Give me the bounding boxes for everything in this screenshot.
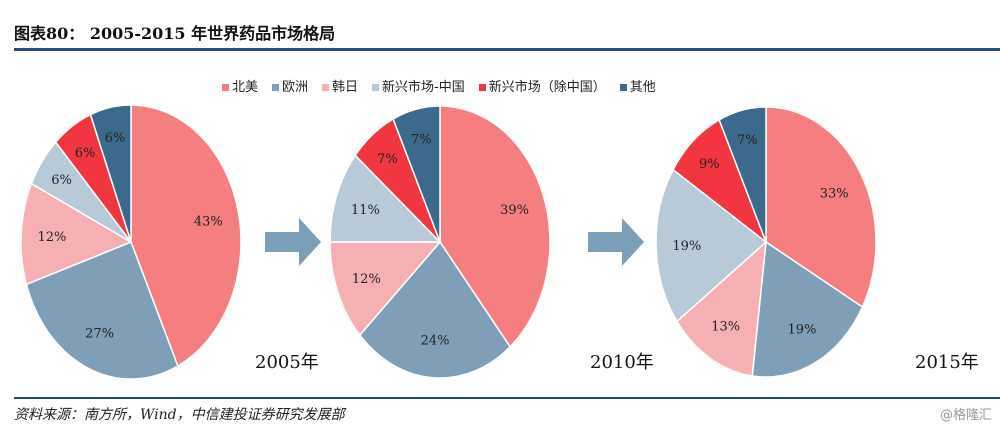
- pie-slice: [676, 240, 767, 377]
- pie-slice: [89, 104, 132, 243]
- legend-item: 新兴市场（除中国）: [478, 76, 606, 95]
- pie-slice: [20, 182, 133, 286]
- watermark: @格隆汇: [939, 408, 992, 423]
- slice-label: 7%: [411, 132, 432, 147]
- pie-slice: [751, 240, 864, 378]
- legend-label: 欧洲: [282, 80, 309, 95]
- pie-slice: [392, 105, 441, 243]
- legend-label: 北美: [232, 80, 259, 95]
- legend-swatch: [619, 84, 627, 91]
- arrow-right-icon: [265, 218, 321, 266]
- year-label: 2005年: [255, 352, 319, 373]
- legend: 北美 欧洲 韩日 新兴市场-中国 新兴市场（除中国） 其他: [222, 76, 656, 95]
- legend-swatch: [478, 84, 486, 91]
- slice-label: 19%: [672, 239, 701, 254]
- legend-label: 其他: [629, 80, 656, 95]
- slice-label: 6%: [51, 173, 72, 188]
- arrow-right-icon: [588, 218, 644, 266]
- pie-slice: [655, 168, 768, 323]
- slice-label: 6%: [75, 146, 96, 161]
- legend-swatch: [372, 84, 380, 91]
- top-rule: [14, 48, 1000, 51]
- pie-slice: [358, 240, 512, 379]
- slice-label: 24%: [421, 334, 450, 349]
- legend-item: 新兴市场-中国: [372, 76, 465, 95]
- slice-label: 13%: [711, 320, 740, 335]
- slice-label: 11%: [351, 203, 380, 218]
- legend-label: 新兴市场（除中国）: [488, 80, 606, 95]
- legend-swatch: [222, 84, 229, 91]
- legend-swatch: [322, 84, 330, 91]
- slice-label: 7%: [737, 133, 758, 148]
- legend-item: 北美: [222, 76, 258, 95]
- slice-label: 33%: [820, 187, 849, 202]
- slice-label: 7%: [377, 152, 398, 167]
- slice-label: 43%: [194, 214, 223, 229]
- figure-title: 图表80： 2005-2015 年世界药品市场格局: [14, 24, 336, 43]
- pie-slice: [439, 105, 551, 348]
- pie-slice: [130, 104, 242, 368]
- slice-label: 19%: [788, 323, 817, 338]
- pie-slice: [329, 154, 442, 243]
- slice-label: 27%: [85, 327, 114, 342]
- year-label: 2015年: [915, 352, 979, 373]
- pie-slice: [718, 106, 767, 243]
- legend-swatch: [272, 84, 280, 91]
- slice-label: 12%: [38, 230, 67, 245]
- bottom-rule: [14, 397, 1000, 399]
- slice-label: 6%: [105, 131, 126, 146]
- year-label: 2010年: [590, 352, 654, 373]
- slice-label: 9%: [699, 157, 720, 172]
- pie-slice: [25, 241, 179, 380]
- pie-slice: [765, 106, 877, 309]
- pie-slice: [329, 241, 442, 337]
- slice-label: 12%: [352, 272, 381, 287]
- legend-item: 其他: [619, 76, 656, 95]
- source-note: 资料来源：南方所，Wind，中信建投证券研究发展部: [14, 407, 345, 423]
- legend-label: 新兴市场-中国: [382, 80, 465, 95]
- legend-label: 韩日: [332, 80, 359, 95]
- legend-item: 欧洲: [272, 76, 308, 95]
- slice-label: 39%: [500, 203, 529, 218]
- legend-item: 韩日: [322, 76, 358, 95]
